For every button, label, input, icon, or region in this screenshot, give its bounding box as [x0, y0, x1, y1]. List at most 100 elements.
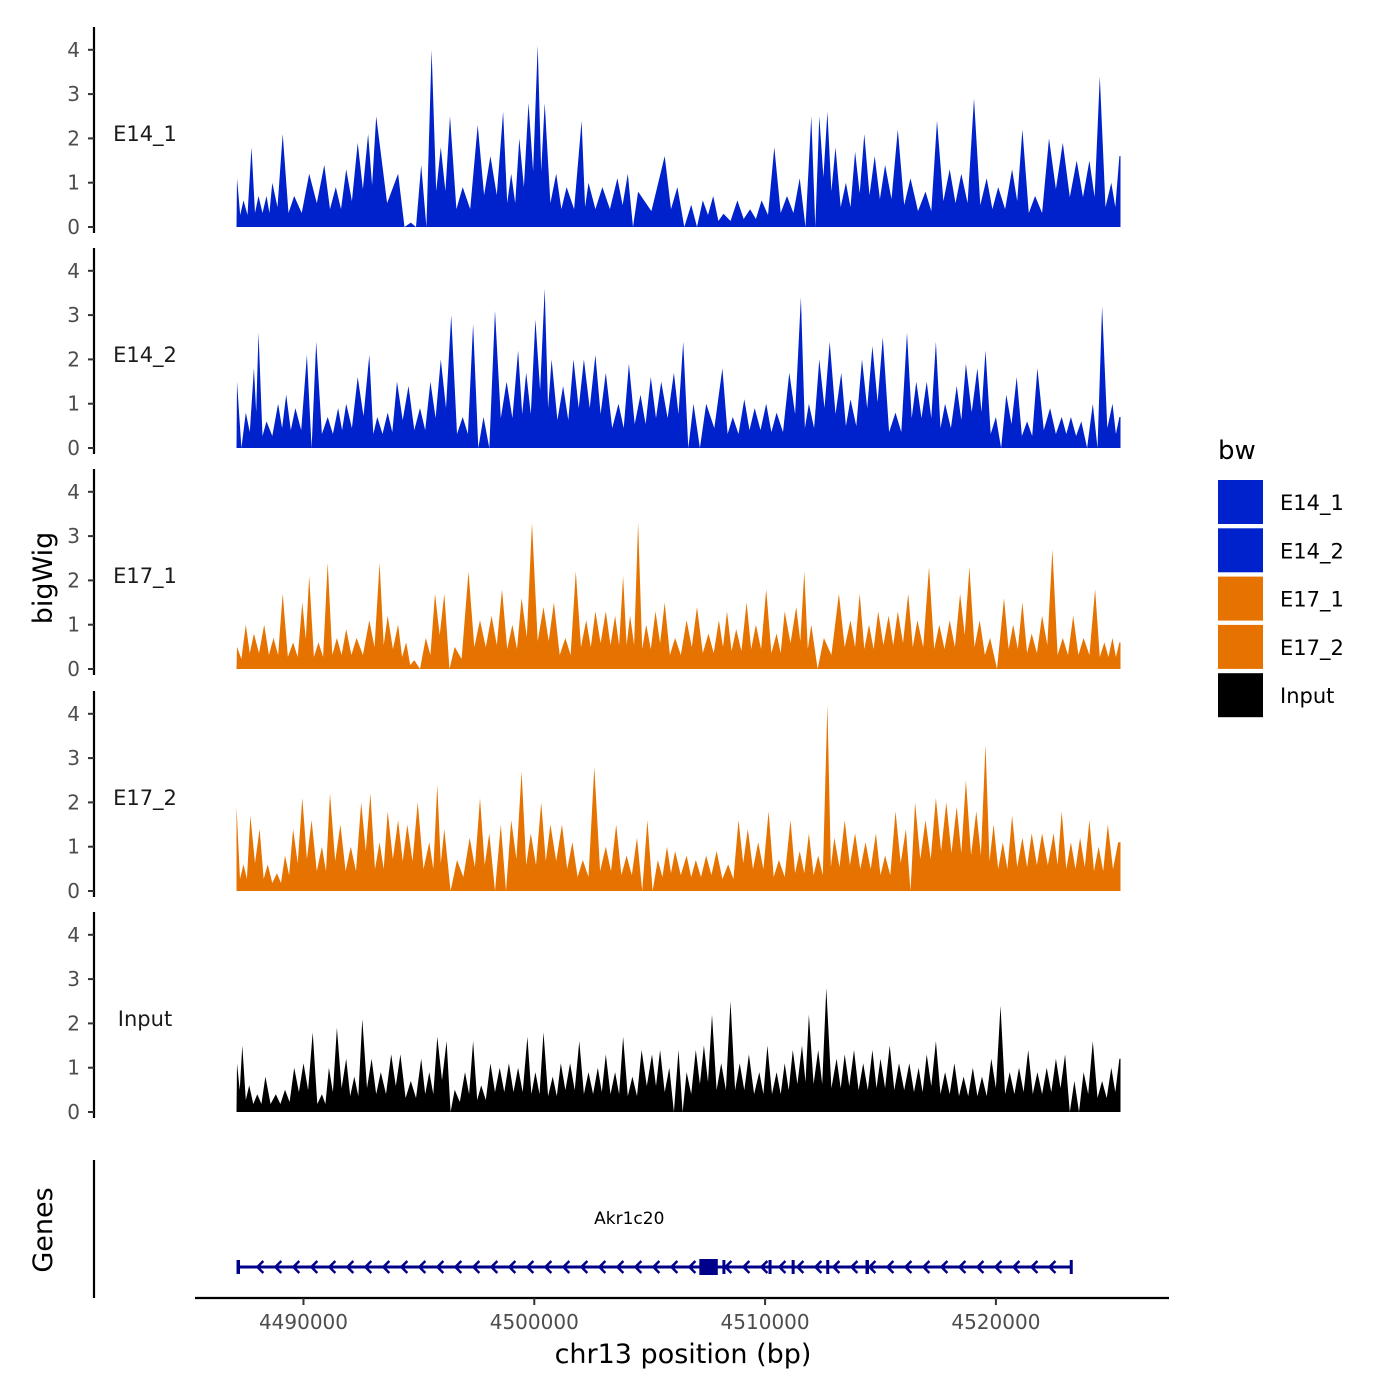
- exon-2: [722, 1260, 726, 1274]
- legend-swatch-E14_2: [1218, 528, 1263, 573]
- strand-arrow: [363, 1260, 373, 1274]
- x-tick-label-4520000: 4520000: [951, 1310, 1040, 1334]
- y-tick-label-Input-3: 3: [67, 967, 80, 991]
- strand-arrow: [831, 1260, 841, 1274]
- y-tick-label-Input-2: 2: [67, 1011, 80, 1035]
- track-label-E14_2: E14_2: [113, 343, 177, 368]
- area-Input: [236, 988, 1121, 1112]
- y-tick-label-E17_2-4: 4: [67, 702, 80, 726]
- strand-arrow: [687, 1260, 697, 1274]
- strand-arrow: [615, 1260, 625, 1274]
- strand-arrow: [273, 1260, 283, 1274]
- exon-6: [865, 1260, 869, 1274]
- y-tick-label-E17_1-4: 4: [67, 480, 80, 504]
- x-tick-label-4510000: 4510000: [721, 1310, 810, 1334]
- legend-label-E17_2: E17_2: [1280, 636, 1344, 661]
- y-tick-label-E14_2-1: 1: [67, 392, 80, 416]
- y-tick-label-E17_1-1: 1: [67, 613, 80, 637]
- strand-arrow: [327, 1260, 337, 1274]
- strand-arrow: [417, 1260, 427, 1274]
- track-E17_2: 0 1 2 3 4 E17_2: [67, 691, 1121, 903]
- strand-arrow: [489, 1260, 499, 1274]
- strand-arrow: [435, 1260, 445, 1274]
- strand-arrow: [651, 1260, 661, 1274]
- track-E14_2: 0 1 2 3 4 E14_2: [67, 248, 1121, 460]
- strand-arrow: [543, 1260, 553, 1274]
- strand-arrow: [669, 1260, 679, 1274]
- y-tick-label-E14_1-0: 0: [67, 215, 80, 239]
- track-label-E17_1: E17_1: [113, 564, 177, 589]
- strand-arrow: [291, 1260, 301, 1274]
- strand-arrow: [921, 1260, 931, 1274]
- strand-arrow: [813, 1260, 823, 1274]
- track-label-E14_1: E14_1: [113, 122, 177, 147]
- strand-arrow: [993, 1260, 1003, 1274]
- tracks-layer: 0 1 2 3 4 E14_1 0 1 2 3 4 E14_2 0 1 2 3 4 E17_1 0 1 2 3 4 E17_2…: [67, 27, 1121, 1124]
- track-E17_1: 0 1 2 3 4 E17_1: [67, 469, 1121, 681]
- strand-arrow: [975, 1260, 985, 1274]
- y-tick-label-E17_1-0: 0: [67, 657, 80, 681]
- strand-arrow: [903, 1260, 913, 1274]
- exon-0: [236, 1260, 241, 1274]
- y-tick-label-E17_2-1: 1: [67, 835, 80, 859]
- exon-3: [768, 1260, 772, 1274]
- strand-arrow: [309, 1260, 319, 1274]
- strand-arrow: [723, 1260, 733, 1274]
- strand-arrow: [795, 1260, 805, 1274]
- strand-arrow: [777, 1260, 787, 1274]
- strand-arrow: [255, 1260, 265, 1274]
- track-Input: 0 1 2 3 4 Input: [67, 912, 1121, 1124]
- strand-arrow: [957, 1260, 967, 1274]
- strand-arrow: [507, 1260, 517, 1274]
- gene-Akr1c20: Akr1c20: [236, 1209, 1073, 1275]
- strand-arrow: [471, 1260, 481, 1274]
- y-tick-label-Input-4: 4: [67, 923, 80, 947]
- track-E14_1: 0 1 2 3 4 E14_1: [67, 27, 1121, 239]
- legend-swatch-E14_1: [1218, 480, 1263, 524]
- strand-arrow: [849, 1260, 859, 1274]
- y-tick-label-E17_2-3: 3: [67, 746, 80, 770]
- y-tick-label-E14_2-0: 0: [67, 436, 80, 460]
- y-tick-label-E17_2-2: 2: [67, 790, 80, 814]
- strand-arrow: [345, 1260, 355, 1274]
- x-axis: 4490000 4500000 4510000 4520000: [195, 1296, 1169, 1334]
- legend-title: bw: [1218, 436, 1256, 466]
- area-E14_2: [236, 288, 1121, 448]
- genes-layer: Akr1c20: [92, 1160, 1073, 1298]
- track-label-E17_2: E17_2: [113, 786, 177, 811]
- legend-label-E14_2: E14_2: [1280, 539, 1344, 564]
- strand-arrow: [867, 1260, 877, 1274]
- strand-arrow: [633, 1260, 643, 1274]
- track-label-Input: Input: [118, 1007, 172, 1031]
- y-tick-label-E17_2-0: 0: [67, 879, 80, 903]
- y-tick-label-E14_2-3: 3: [67, 303, 80, 327]
- exon-4: [791, 1260, 795, 1274]
- legend: bw E14_1 E14_2 E17_1 E17_2 Input: [1218, 436, 1344, 718]
- y-tick-label-Input-1: 1: [67, 1056, 80, 1080]
- strand-arrow: [453, 1260, 463, 1274]
- area-E17_1: [236, 522, 1121, 669]
- y-tick-label-E14_1-2: 2: [67, 126, 80, 150]
- strand-arrow: [399, 1260, 409, 1274]
- exon-1: [699, 1259, 718, 1275]
- legend-label-E17_1: E17_1: [1280, 588, 1344, 613]
- y-axis-title: bigWig: [28, 532, 59, 625]
- area-E17_2: [236, 704, 1121, 891]
- strand-arrow: [1011, 1260, 1021, 1274]
- strand-arrow: [759, 1260, 769, 1274]
- strand-arrow: [1047, 1260, 1057, 1274]
- strand-arrow: [561, 1260, 571, 1274]
- strand-arrow: [885, 1260, 895, 1274]
- y-tick-label-E17_1-3: 3: [67, 524, 80, 548]
- strand-arrow: [525, 1260, 535, 1274]
- gene-label-Akr1c20: Akr1c20: [594, 1209, 664, 1229]
- area-E14_1: [236, 45, 1121, 228]
- legend-swatch-E17_1: [1218, 576, 1263, 621]
- genes-axis-title: Genes: [28, 1187, 59, 1272]
- legend-swatch-E17_2: [1218, 624, 1263, 669]
- strand-arrow: [579, 1260, 589, 1274]
- y-tick-label-E14_2-2: 2: [67, 347, 80, 371]
- x-tick-label-4490000: 4490000: [259, 1310, 348, 1334]
- exon-5: [826, 1260, 830, 1274]
- y-tick-label-E14_1-1: 1: [67, 171, 80, 195]
